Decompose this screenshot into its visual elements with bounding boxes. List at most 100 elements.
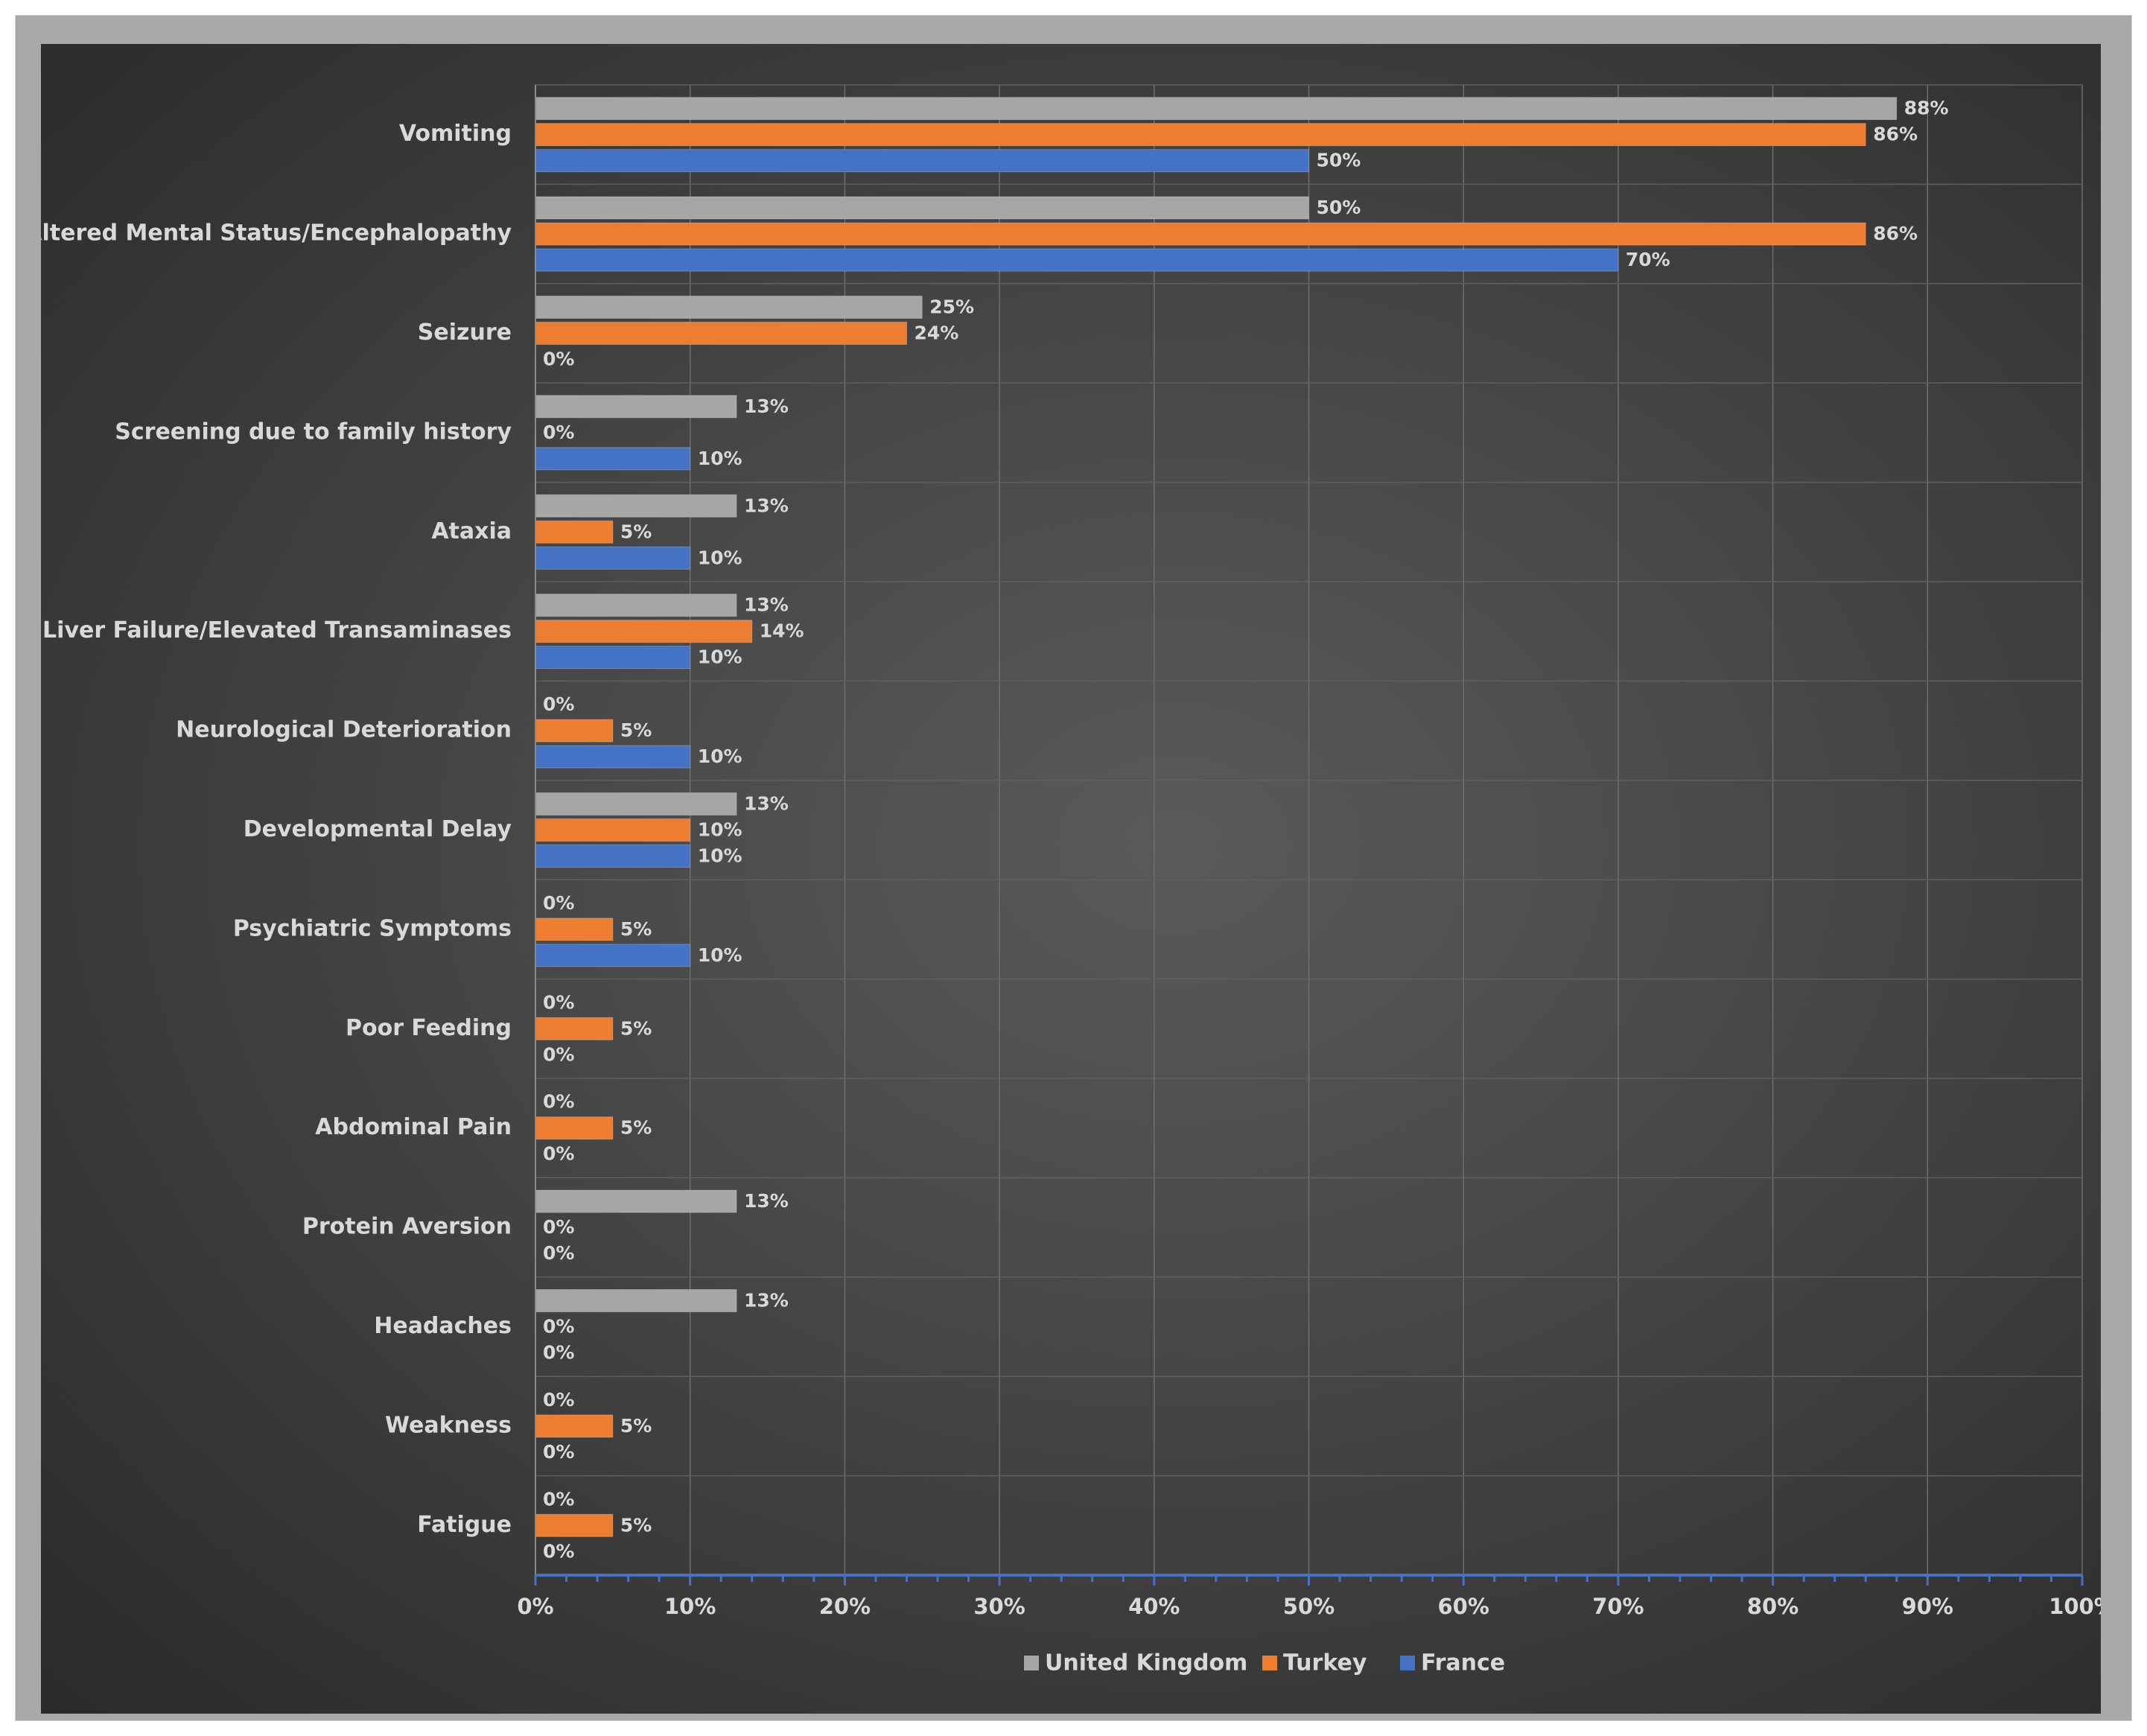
category-label: Altered Mental Status/Encephalopathy	[41, 220, 512, 247]
bar-turkey	[535, 322, 907, 345]
bar-turkey	[535, 520, 614, 544]
bar-france	[535, 845, 691, 868]
bar-france	[535, 944, 691, 967]
data-label: 0%	[543, 1488, 574, 1510]
data-label: 88%	[1904, 98, 1949, 119]
bar-united-kingdom	[535, 1289, 737, 1312]
data-label: 0%	[543, 1091, 574, 1113]
data-label: 0%	[543, 1389, 574, 1411]
legend-swatch-france	[1400, 1656, 1415, 1670]
data-label: 50%	[1317, 197, 1361, 218]
bar-turkey	[535, 1414, 614, 1438]
category-label: Ataxia	[431, 518, 512, 544]
bar-france	[535, 546, 691, 570]
legend-swatch-united-kingdom	[1024, 1656, 1039, 1670]
bar-france	[535, 149, 1309, 173]
data-label: 10%	[698, 819, 742, 841]
x-tick-label: 0%	[517, 1594, 553, 1619]
data-label: 0%	[543, 991, 574, 1013]
x-tick-label: 50%	[1283, 1594, 1335, 1619]
legend-label: Turkey	[1283, 1650, 1367, 1676]
data-label: 0%	[543, 1216, 574, 1238]
x-tick-label: 20%	[819, 1594, 871, 1619]
data-label: 5%	[620, 719, 652, 741]
data-label: 86%	[1873, 223, 1918, 244]
x-tick-label: 30%	[973, 1594, 1025, 1619]
x-tick-label: 100%	[2049, 1594, 2101, 1619]
data-label: 10%	[698, 944, 742, 966]
bar-france	[535, 646, 691, 670]
data-label: 13%	[744, 395, 789, 417]
data-label: 70%	[1626, 249, 1670, 270]
data-label: 5%	[620, 1117, 652, 1139]
category-label: Developmental Delay	[244, 816, 512, 842]
data-label: 5%	[620, 1514, 652, 1536]
data-label: 5%	[620, 521, 652, 542]
category-label: Vomiting	[399, 121, 512, 147]
bar-france	[535, 248, 1619, 272]
data-label: 24%	[914, 322, 958, 344]
gridlines	[535, 84, 2083, 1576]
bar-chart: 88%86%50%50%86%70%25%24%0%13%0%10%13%5%1…	[41, 84, 2101, 1676]
bar-turkey	[535, 1116, 614, 1140]
category-label: Weakness	[385, 1412, 512, 1438]
bar-turkey	[535, 620, 753, 643]
bars	[535, 97, 1898, 1537]
axes: Vomiting Altered Mental Status/Encephalop…	[41, 85, 2101, 1619]
data-label: 0%	[543, 1316, 574, 1338]
data-label: 13%	[744, 594, 789, 616]
category-label: Screening due to family history	[115, 419, 512, 445]
bar-france	[535, 745, 691, 769]
data-label: 0%	[543, 1342, 574, 1364]
data-label: 10%	[698, 646, 742, 668]
x-tick-label: 40%	[1128, 1594, 1180, 1619]
category-label: Headaches	[374, 1313, 512, 1339]
bar-united-kingdom	[535, 97, 1898, 121]
chart-plot-background: 88% 86% 50% 50% 86% 70% 25% 24% 0% 13% 0% 10% 13% 5% 1…	[41, 44, 2101, 1714]
data-label: 5%	[620, 1017, 652, 1039]
legend-swatch-turkey	[1262, 1656, 1277, 1670]
data-labels: 88%86%50%50%86%70%25%24%0%13%0%10%13%5%1…	[543, 98, 1949, 1562]
bar-united-kingdom	[535, 395, 737, 419]
bar-united-kingdom	[535, 594, 737, 617]
category-label: Abdominal Pain	[315, 1114, 512, 1140]
data-label: 0%	[543, 349, 574, 370]
bar-turkey	[535, 818, 691, 842]
data-label: 0%	[543, 1043, 574, 1065]
data-label: 13%	[744, 1190, 789, 1212]
data-label: 0%	[543, 422, 574, 443]
legend-label: France	[1421, 1650, 1505, 1676]
x-tick-label: 90%	[1902, 1594, 1953, 1619]
data-label: 0%	[543, 693, 574, 715]
bar-turkey	[535, 123, 1866, 147]
data-label: 86%	[1873, 124, 1918, 145]
bar-france	[535, 447, 691, 471]
data-label: 10%	[698, 745, 742, 767]
bar-united-kingdom	[535, 494, 737, 518]
data-label: 13%	[744, 793, 789, 815]
chart-frame: 88% 86% 50% 50% 86% 70% 25% 24% 0% 13% 0% 10% 13% 5% 1…	[15, 15, 2132, 1721]
category-label: Liver Failure/Elevated Transaminases	[42, 617, 512, 643]
bar-turkey	[535, 1017, 614, 1040]
bar-turkey	[535, 918, 614, 941]
legend: United Kingdom Turkey France	[1024, 1650, 1505, 1676]
data-label: 10%	[698, 845, 742, 867]
bar-united-kingdom	[535, 1189, 737, 1213]
data-label: 0%	[543, 892, 574, 914]
x-tick-label: 70%	[1592, 1594, 1644, 1619]
data-label: 0%	[543, 1242, 574, 1264]
category-label: Poor Feeding	[346, 1015, 512, 1041]
bar-united-kingdom	[535, 296, 923, 319]
data-label: 50%	[1317, 150, 1361, 171]
x-tick-label: 80%	[1747, 1594, 1798, 1619]
data-label: 0%	[543, 1540, 574, 1562]
data-label: 0%	[543, 1441, 574, 1463]
data-label: 5%	[620, 1415, 652, 1437]
data-label: 0%	[543, 1143, 574, 1165]
category-label: Protein Aversion	[302, 1214, 512, 1240]
category-label: Psychiatric Symptoms	[233, 915, 512, 941]
bar-turkey	[535, 1513, 614, 1537]
x-tick-label: 60%	[1437, 1594, 1489, 1619]
bar-turkey	[535, 222, 1866, 246]
legend-label: United Kingdom	[1045, 1650, 1247, 1676]
